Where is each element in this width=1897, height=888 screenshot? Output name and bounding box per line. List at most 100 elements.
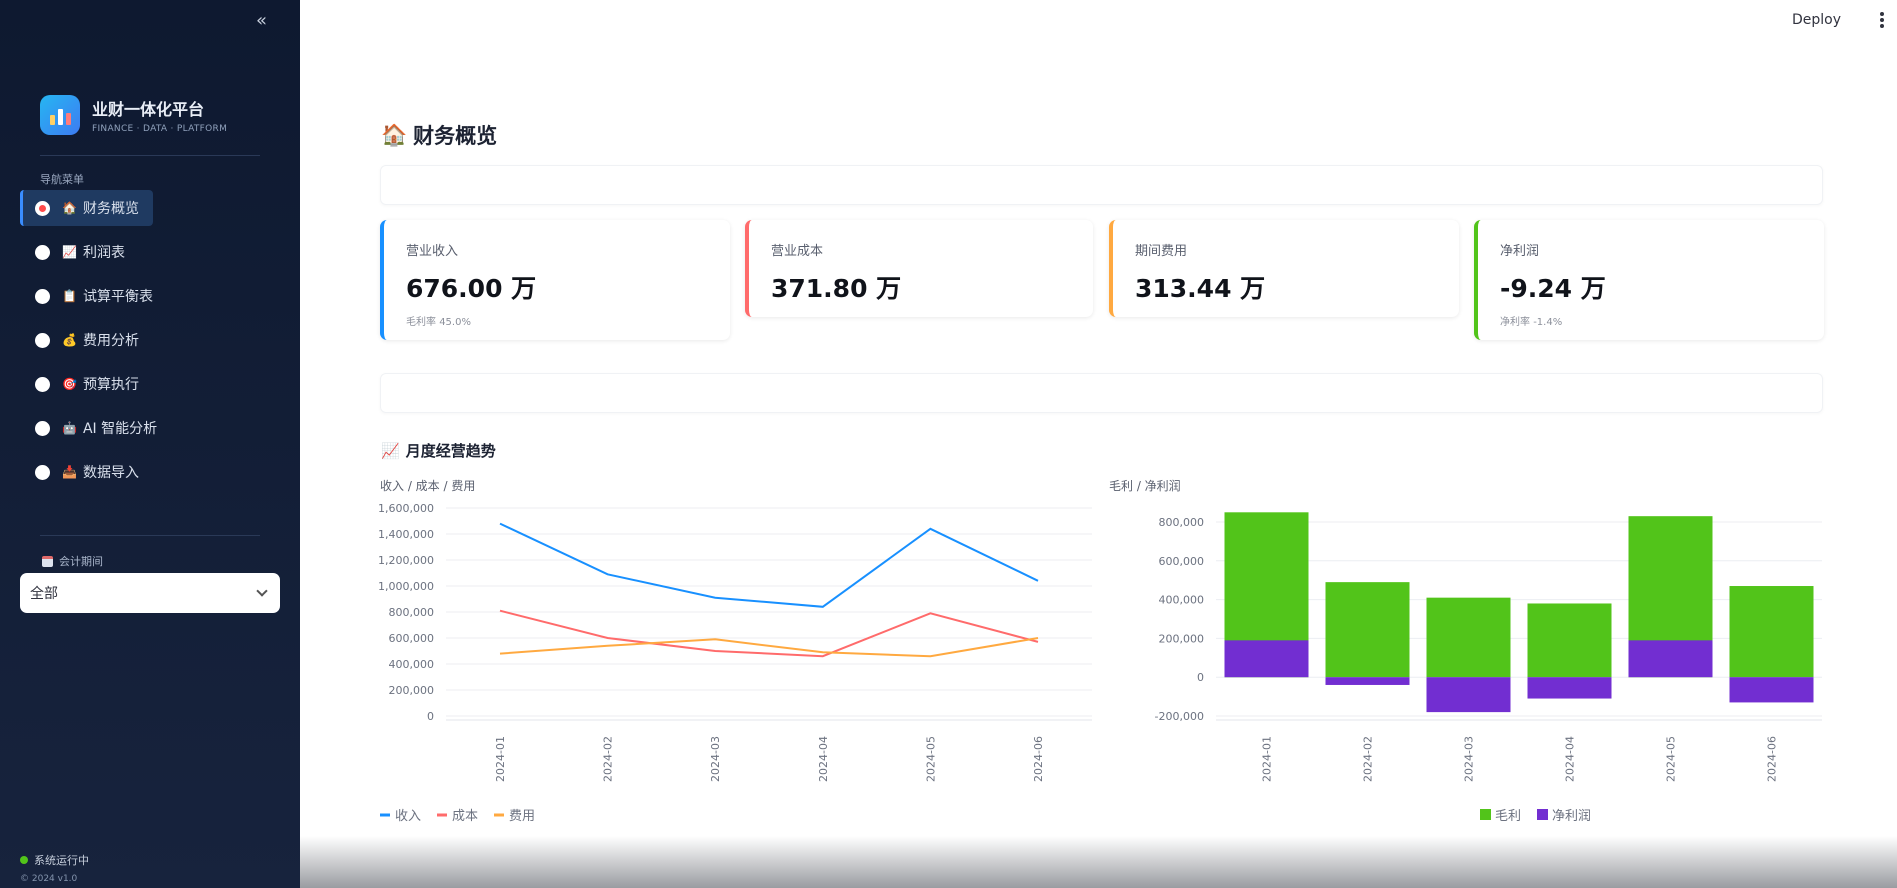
chart-up-icon: 📈: [62, 245, 77, 259]
y-tick-label: 0: [1197, 671, 1204, 684]
kpi-sub-value: 45.0%: [439, 317, 471, 328]
nav-item-income-statement[interactable]: 📈 利润表: [20, 234, 153, 270]
sidebar: « 业财一体化平台 FINANCE · DATA · PLATFORM 导航菜单…: [0, 0, 300, 888]
kpi-card-net-profit: 净利润 -9.24 万 净利率 -1.4%: [1474, 220, 1824, 340]
radio-icon: [35, 244, 50, 260]
nav-menu: 🏠 财务概览 📈 利润表 📋 试算平衡表 💰 费用分析 🎯 预算执行 🤖 AI …: [20, 190, 280, 498]
robot-icon: 🤖: [62, 421, 77, 435]
legend-label: 收入: [395, 809, 421, 824]
radio-icon: [35, 464, 50, 480]
nav-item-trial-balance[interactable]: 📋 试算平衡表: [20, 278, 153, 314]
inbox-icon: 📥: [62, 465, 77, 479]
y-tick-label: 1,200,000: [378, 554, 434, 567]
system-status: 系统运行中: [20, 852, 89, 868]
nav-item-expense-analysis[interactable]: 💰 费用分析: [20, 322, 153, 358]
home-icon: 🏠: [381, 122, 408, 147]
nav-item-label: 费用分析: [82, 333, 139, 349]
x-tick-label: 2024-03: [709, 736, 722, 782]
nav-item-budget[interactable]: 🎯 预算执行: [20, 366, 153, 402]
legend-label: 成本: [452, 809, 478, 824]
x-tick-label: 2024-04: [817, 736, 830, 782]
target-icon: 🎯: [62, 377, 77, 391]
line-chart: 0 200,000 400,000 600,000 800,000 1,000,000 1,…: [378, 502, 1092, 824]
nav-item-label: 试算平衡表: [82, 289, 153, 305]
bar: [1426, 677, 1511, 713]
period-select[interactable]: 全部: [20, 573, 280, 613]
x-tick-label: 2024-05: [1665, 736, 1678, 782]
x-tick-label: 2024-02: [602, 736, 615, 782]
y-tick-label: 0: [427, 710, 434, 723]
legend-label: 毛利: [1495, 809, 1521, 824]
bar: [1729, 677, 1814, 703]
series-line: [499, 522, 1039, 608]
period-label: 会计期间: [42, 553, 103, 569]
period-select-value: 全部: [30, 586, 58, 602]
bar: [1325, 582, 1410, 678]
y-tick-label: 1,600,000: [378, 502, 434, 515]
legend-swatch-icon: [1537, 809, 1548, 820]
collapse-sidebar-icon[interactable]: «: [256, 10, 268, 31]
bar: [1224, 640, 1309, 678]
kpi-label: 营业成本: [771, 244, 824, 259]
legend-swatch-icon: [1480, 809, 1491, 820]
calendar-icon: [42, 555, 53, 567]
home-icon: 🏠: [62, 201, 77, 215]
deploy-button[interactable]: Deploy: [1791, 12, 1841, 28]
line-chart-title: 收入 / 成本 / 费用: [380, 479, 476, 493]
kpi-sub: 毛利率 45.0%: [406, 313, 730, 328]
kpi-card-cost: 营业成本 371.80 万: [745, 220, 1093, 317]
kpi-card-expenses: 期间费用 313.44 万: [1109, 220, 1459, 317]
y-tick-label: 800,000: [389, 606, 435, 619]
kpi-sub-label: 净利率: [1500, 317, 1530, 328]
x-tick-label: 2024-01: [1261, 736, 1274, 782]
radio-icon: [35, 420, 50, 436]
y-tick-label: 400,000: [1159, 594, 1205, 607]
bar: [1729, 586, 1814, 678]
page-title-text: 财务概览: [413, 124, 498, 148]
x-tick-label: 2024-03: [1463, 736, 1476, 782]
nav-item-label: 利润表: [82, 245, 125, 261]
kpi-sub-label: 毛利率: [406, 317, 436, 328]
bar: [1325, 677, 1410, 685]
kpi-value: 313.44 万: [1135, 274, 1266, 303]
y-tick-label: 200,000: [389, 684, 435, 697]
nav-item-ai-analysis[interactable]: 🤖 AI 智能分析: [20, 410, 157, 446]
trend-title-text: 月度经营趋势: [405, 442, 496, 460]
money-bag-icon: 💰: [62, 333, 77, 347]
kpi-value: 676.00 万: [406, 274, 537, 303]
main-content: Deploy 🏠 财务概览 营业收入 676.00 万 毛利率 45.0% 营业…: [300, 0, 1897, 888]
brand: 业财一体化平台 FINANCE · DATA · PLATFORM: [40, 95, 227, 135]
y-tick-label: 400,000: [389, 658, 435, 671]
bar: [1527, 603, 1612, 678]
nav-item-overview[interactable]: 🏠 财务概览: [20, 190, 153, 226]
blank-card: [380, 165, 1823, 205]
x-tick-label: 2024-06: [1032, 736, 1045, 782]
nav-section-label: 导航菜单: [40, 173, 84, 186]
chart-up-icon: 📈: [381, 441, 400, 460]
nav-item-label: 预算执行: [82, 377, 139, 393]
bar: [1628, 640, 1713, 678]
bar: [1426, 597, 1511, 678]
system-status-text: 系统运行中: [34, 854, 89, 867]
blank-card: [380, 373, 1823, 413]
y-tick-label: -200,000: [1155, 710, 1204, 723]
radio-icon: [35, 332, 50, 348]
legend-label: 净利润: [1552, 809, 1591, 824]
y-tick-label: 600,000: [1159, 555, 1205, 568]
nav-item-label: 财务概览: [82, 201, 139, 217]
y-tick-label: 200,000: [1159, 632, 1205, 645]
nav-item-label: AI 智能分析: [82, 421, 158, 437]
period-label-text: 会计期间: [59, 555, 103, 568]
more-menu-icon[interactable]: [1879, 12, 1885, 28]
platform-logo-icon: [40, 95, 80, 135]
brand-title: 业财一体化平台: [92, 100, 205, 119]
status-dot-icon: [20, 856, 28, 864]
kpi-value: -9.24 万: [1500, 274, 1606, 303]
nav-item-data-import[interactable]: 📥 数据导入: [20, 454, 153, 490]
y-tick-label: 1,000,000: [378, 580, 434, 593]
x-tick-label: 2024-01: [494, 736, 507, 782]
copyright: © 2024 v1.0: [20, 874, 78, 884]
sidebar-divider: [40, 535, 260, 536]
sidebar-divider: [40, 155, 260, 156]
kpi-value: 371.80 万: [771, 274, 902, 303]
